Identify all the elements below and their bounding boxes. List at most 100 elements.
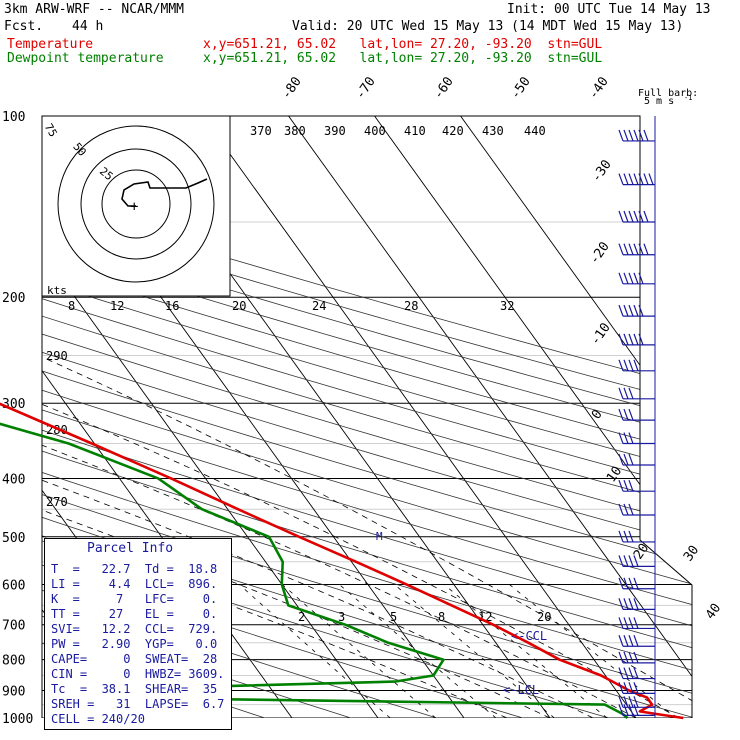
dry-adiabat (42, 140, 692, 718)
wind-barb-flag (618, 479, 624, 492)
dewpoint-legend-label: Dewpoint temperature (7, 51, 164, 66)
wind-barb-flag (623, 243, 629, 255)
theta-label-390: 390 (324, 124, 346, 138)
dry-adiabat (42, 140, 692, 718)
wind-barb-flag (628, 651, 634, 664)
wind-barb-flag (618, 682, 624, 694)
temp-label--40: -40 (586, 74, 612, 102)
moist-adiabat (42, 296, 692, 718)
wind-barb-flag (618, 243, 624, 255)
wind-barb-flag (628, 696, 634, 708)
wind-barb-flag (623, 577, 629, 589)
wind-barb-flag (623, 272, 629, 285)
wind-barb-flag (623, 453, 629, 466)
lcl-marker: <-LCL (503, 683, 539, 697)
wind-barb-flag (618, 210, 624, 223)
wind-barb-flag (628, 635, 634, 647)
forecast-label: Fcst. (4, 19, 44, 34)
temp-label--50: -50 (508, 74, 534, 102)
mixing-ratio-label-5: 5 (390, 610, 397, 624)
wind-barb-flag (648, 173, 654, 185)
mixing-ratio-line (338, 584, 497, 718)
mixing-ratio-label-8: 8 (438, 610, 445, 624)
dry-adiabat (42, 140, 692, 718)
side-label-290: 290 (46, 349, 68, 363)
mixing-ratio-label-20: 20 (537, 610, 551, 624)
wind-barb-flag (618, 304, 624, 317)
wind-barb (618, 432, 655, 445)
wind-barb-flag (628, 359, 634, 371)
dry-adiabat (42, 140, 692, 718)
wind-barb-flag (623, 333, 629, 346)
wind-barb-flag (633, 359, 639, 371)
wind-barb-flag (628, 387, 634, 400)
wind-barb (618, 667, 655, 680)
mixing-ratio-line (282, 584, 436, 718)
parcel-info-row: CIN = 0 HWBZ= 3609. (51, 667, 225, 681)
dry-adiabat (42, 140, 692, 718)
temperature-legend-info: x,y=651.21, 65.02 lat,lon= 27.20, -93.20… (203, 37, 603, 52)
dry-adiabat (42, 140, 692, 718)
wind-barb (618, 359, 655, 372)
wind-barb-flag (618, 453, 624, 466)
mixing-ratio-label-2: 2 (298, 610, 305, 624)
wind-barb-flag (628, 617, 634, 629)
wind-barb-flag (623, 617, 629, 629)
wind-barb-flag (618, 503, 624, 516)
wind-barb-flag (618, 530, 624, 543)
wind-barb (618, 704, 655, 716)
theta-label-430: 430 (482, 124, 504, 138)
moist-adiabat (42, 296, 637, 718)
parcel-info-row: CELL = 240/20 (51, 712, 145, 726)
wind-barb-flag (638, 333, 644, 346)
temp-label-0: 0 (589, 407, 606, 422)
hodograph-speed-8: 8 (68, 299, 75, 313)
dry-adiabat (42, 140, 479, 718)
barb-caption-line2: 5 m s (644, 96, 674, 107)
wind-barb-flag (628, 272, 634, 285)
wind-barb (618, 682, 655, 694)
wind-barb-flag (643, 210, 649, 223)
wind-barb-flag (618, 598, 624, 610)
wind-barb (618, 333, 655, 346)
wind-barb-flag (623, 696, 629, 708)
pressure-label-1000: 1000 (2, 712, 33, 727)
wind-barb (618, 530, 655, 543)
isotherm-line (288, 116, 692, 718)
pressure-label-900: 900 (2, 684, 25, 699)
barb-caption-exponent: -1 (684, 94, 692, 102)
mixing-ratio-line (509, 584, 677, 718)
dry-adiabat (42, 140, 692, 718)
isotherm-line (202, 116, 637, 718)
hodograph-ring (80, 148, 192, 260)
wind-barb (618, 272, 655, 285)
mixing-ratio-line (394, 584, 555, 718)
wind-barb (618, 243, 655, 256)
wind-barb-flag (618, 333, 624, 346)
parcel-info-row: CAPE= 0 SWEAT= 28 (51, 652, 218, 666)
wind-barb-flag (623, 651, 629, 664)
hodograph-ring (101, 169, 171, 239)
wind-barb-flag (643, 243, 649, 255)
wind-barb-flag (623, 530, 629, 543)
wind-barb-flag (618, 408, 624, 421)
wind-barb-flag (638, 243, 644, 255)
wind-barb-flag (628, 210, 634, 223)
temp-label-30: 30 (681, 543, 702, 564)
side-label-270: 270 (46, 495, 68, 509)
wind-barb-flag (633, 333, 639, 346)
mixing-ratio-label-3: 3 (338, 610, 345, 624)
wind-barb-flag (638, 304, 644, 317)
wind-barb (618, 577, 655, 590)
temp-label-40: 40 (703, 601, 724, 622)
wind-barb (618, 129, 655, 142)
hodograph-unit-label: kts (47, 284, 67, 297)
wind-barb-flag (623, 635, 629, 647)
hodograph-origin-mark: + (130, 199, 138, 215)
isotherm-line (42, 116, 379, 718)
temp-label--30: -30 (589, 157, 615, 185)
wind-barb-flag (623, 387, 629, 400)
wind-barb-flag (633, 210, 639, 223)
wind-barb-flag (633, 696, 639, 708)
wind-barb-flag (618, 387, 624, 400)
